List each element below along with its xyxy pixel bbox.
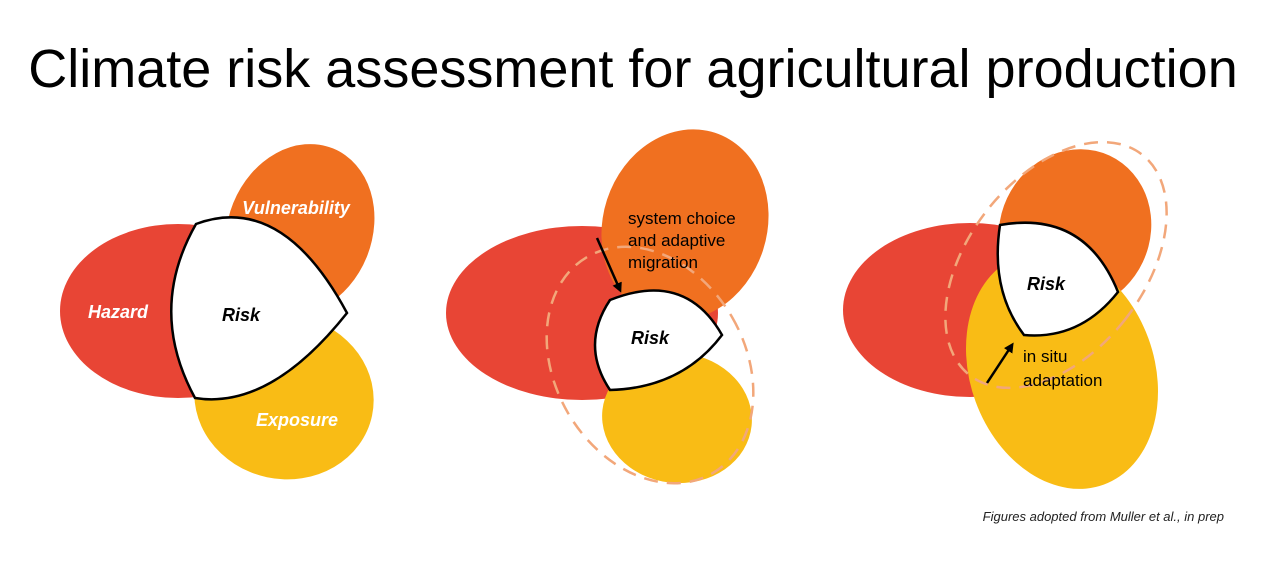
panel-1-diagram: Hazard Vulnerability Exposure Risk: [60, 144, 375, 480]
annotation-system-choice: system choice and adaptive migration: [628, 209, 740, 272]
exposure-label: Exposure: [256, 410, 338, 430]
figure-credit: Figures adopted from Muller et al., in p…: [982, 509, 1224, 524]
arrow: [985, 342, 1014, 384]
annotation-line-1: in situ: [1023, 347, 1067, 366]
annotation-line-2: adaptation: [1023, 371, 1102, 390]
annotation-line-2: and adaptive: [628, 231, 725, 250]
risk-label: Risk: [631, 328, 670, 348]
risk-label: Risk: [1027, 274, 1066, 294]
annotation-line-3: migration: [628, 253, 698, 272]
hazard-label: Hazard: [88, 302, 149, 322]
vulnerability-ellipse: [601, 129, 769, 321]
arrow: [595, 237, 622, 293]
panel-3-diagram: Risk in situ adaptation: [843, 140, 1168, 489]
risk-label: Risk: [222, 305, 261, 325]
risk-area: [593, 289, 724, 392]
panel-2-diagram: Risk system choice and adaptive migratio…: [446, 129, 769, 485]
risk-area: [170, 216, 349, 401]
annotation-in-situ: in situ adaptation: [1023, 347, 1102, 390]
dashed-outline: [545, 245, 755, 485]
risk-area: [996, 221, 1120, 337]
vulnerability-label: Vulnerability: [242, 198, 351, 218]
page-title: Climate risk assessment for agricultural…: [28, 39, 1238, 99]
annotation-line-1: system choice: [628, 209, 736, 228]
dashed-outline: [944, 140, 1168, 390]
